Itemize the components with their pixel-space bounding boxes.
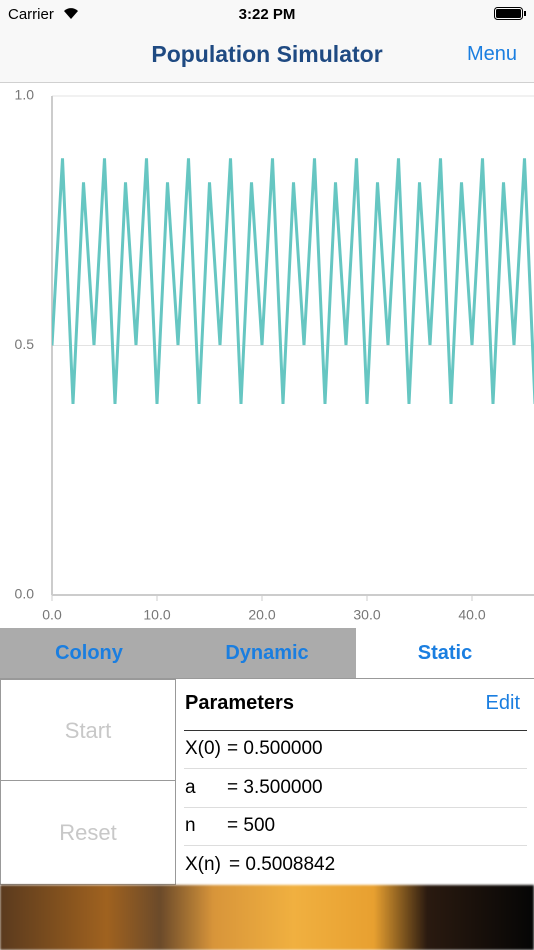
parameter-name: X(0) bbox=[185, 738, 221, 759]
parameter-name: X(n) bbox=[185, 853, 221, 875]
tab[interactable]: Dynamic bbox=[178, 628, 356, 678]
edit-button[interactable]: Edit bbox=[485, 692, 520, 714]
parameter-name: a bbox=[185, 776, 196, 798]
divider bbox=[184, 730, 527, 731]
x-tick-label: 0.0 bbox=[42, 607, 62, 623]
time: 3:22 PM bbox=[238, 6, 296, 23]
parameter-value: = 500 bbox=[227, 815, 276, 836]
nav-title: Population Simulator bbox=[151, 41, 383, 67]
parameters-title: Parameters bbox=[185, 692, 294, 714]
y-tick-label: 0.5 bbox=[15, 336, 35, 352]
y-tick-label: 0.0 bbox=[15, 586, 35, 602]
row-divider bbox=[184, 806, 527, 808]
tab[interactable]: Colony bbox=[0, 628, 178, 678]
x-tick-label: 10.0 bbox=[143, 607, 170, 623]
parameter-value: = 3.500000 bbox=[227, 776, 323, 798]
data-line bbox=[52, 158, 534, 405]
carrier: Carrier bbox=[8, 6, 54, 23]
chart: 0.0 0.5 1.0 0.0 10.0 20.0 30.0 40.0 bbox=[15, 87, 534, 623]
parameter-name: n bbox=[185, 815, 196, 836]
tab-bar: Colony Dynamic Static bbox=[0, 628, 534, 679]
top-bar: Carrier 3:22 PM Population Simulator Men… bbox=[0, 0, 534, 83]
y-tick-label: 1.0 bbox=[15, 87, 35, 103]
parameter-value: = 0.500000 bbox=[227, 738, 323, 759]
reset-button[interactable]: Reset bbox=[0, 781, 176, 885]
menu-button[interactable]: Menu bbox=[466, 43, 517, 65]
wifi-icon bbox=[64, 8, 78, 19]
battery-icon bbox=[494, 7, 526, 20]
background-photo bbox=[0, 885, 534, 950]
x-tick-label: 30.0 bbox=[353, 607, 380, 623]
row-divider bbox=[184, 768, 527, 769]
x-tick-label: 20.0 bbox=[248, 607, 275, 623]
row-divider bbox=[184, 845, 527, 846]
tab-selected[interactable]: Static bbox=[356, 628, 534, 678]
start-button[interactable]: Start bbox=[0, 679, 176, 781]
parameter-value: = 0.5008842 bbox=[229, 853, 336, 875]
x-tick-label: 40.0 bbox=[458, 607, 485, 623]
